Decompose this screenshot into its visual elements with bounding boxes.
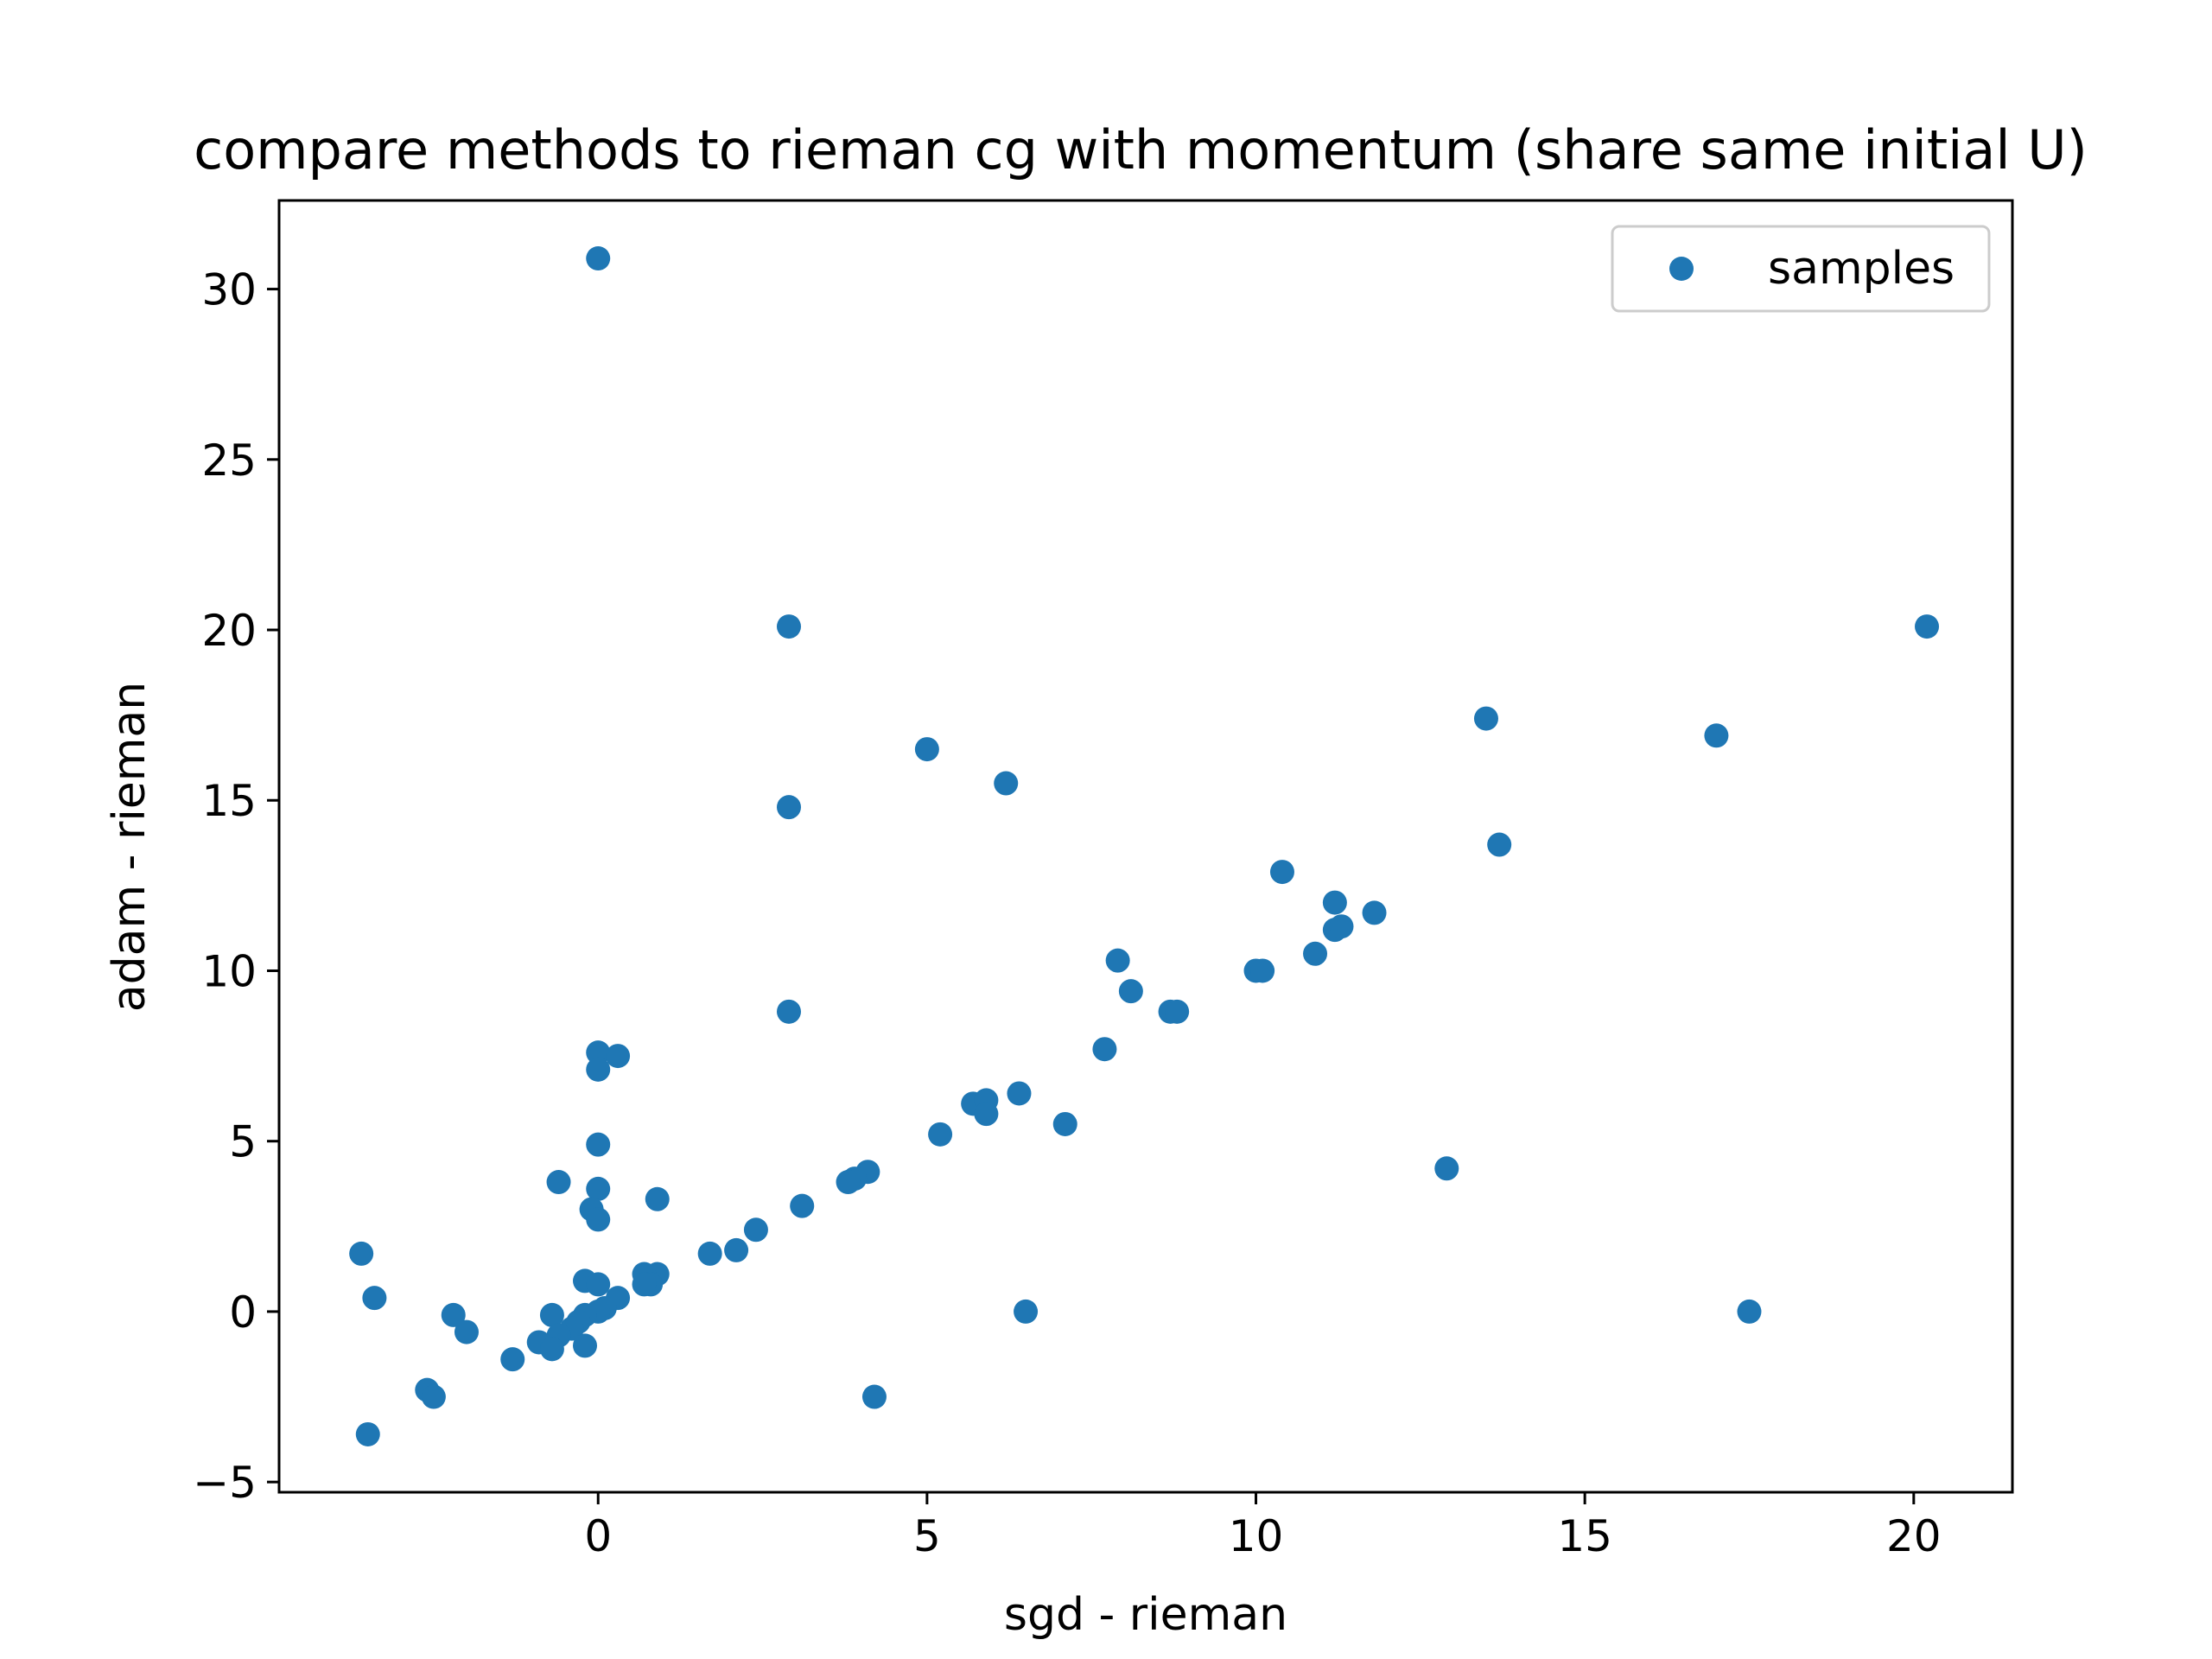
data-point (777, 614, 801, 639)
data-point (1007, 1081, 1032, 1106)
data-point (586, 1272, 611, 1297)
data-point (1052, 1111, 1077, 1136)
data-point (1303, 941, 1328, 966)
data-point (500, 1347, 525, 1372)
data-point (1165, 999, 1190, 1024)
x-tick-label: 20 (1886, 1511, 1942, 1561)
data-point (1014, 1299, 1039, 1324)
data-point (724, 1237, 749, 1262)
data-point (586, 1176, 611, 1201)
data-point (1362, 900, 1387, 925)
data-point (697, 1241, 722, 1266)
x-tick-label: 15 (1557, 1511, 1612, 1561)
data-point (539, 1302, 564, 1327)
data-point (1322, 890, 1347, 915)
y-tick-label: 0 (229, 1287, 257, 1338)
data-point (362, 1286, 387, 1311)
data-point (1434, 1156, 1459, 1181)
x-tick-label: 0 (584, 1511, 612, 1561)
y-axis: −5 0 5 10 15 20 25 30 (193, 265, 279, 1508)
y-tick-label: 25 (201, 435, 257, 486)
data-point (454, 1319, 479, 1344)
data-point (539, 1337, 564, 1362)
x-axis: 0 5 10 15 20 (584, 1492, 1942, 1561)
data-point (1092, 1037, 1117, 1062)
data-point (743, 1217, 768, 1243)
data-point (586, 1132, 611, 1157)
legend-box (1611, 225, 1991, 313)
data-point (861, 1384, 887, 1409)
data-point (1118, 979, 1143, 1004)
data-point (586, 1207, 611, 1232)
data-point (790, 1193, 815, 1218)
y-tick-label: 15 (201, 776, 257, 826)
data-point (355, 1421, 380, 1446)
y-tick-label: 5 (229, 1117, 257, 1167)
data-point (1704, 723, 1729, 748)
data-point (441, 1302, 466, 1327)
data-point (546, 1170, 571, 1195)
data-point (1915, 614, 1940, 639)
y-tick-label: −5 (193, 1458, 257, 1508)
data-point (606, 1044, 631, 1069)
data-point (914, 737, 939, 762)
data-point (586, 1057, 611, 1082)
data-point (994, 771, 1019, 796)
data-point (836, 1170, 861, 1195)
legend-label-samples: samples (1768, 243, 1955, 295)
data-point (632, 1272, 657, 1297)
data-point (1737, 1299, 1762, 1324)
x-tick-label: 10 (1229, 1511, 1284, 1561)
data-point (349, 1241, 374, 1266)
data-point (1269, 860, 1294, 885)
plot-area (277, 199, 2014, 1494)
scatter-series-samples (349, 246, 1940, 1446)
data-point (1473, 706, 1498, 731)
data-point (1487, 832, 1512, 857)
data-point (586, 1040, 611, 1065)
data-point (586, 246, 611, 271)
data-point (777, 999, 801, 1024)
data-point (928, 1122, 953, 1147)
plot-frame (277, 199, 2014, 1494)
data-point (573, 1333, 597, 1358)
y-tick-label: 30 (201, 265, 257, 315)
chart-title: compare methods to rieman cg with moment… (194, 118, 2088, 181)
data-point (974, 1102, 999, 1127)
legend: samples (1611, 225, 1991, 313)
data-point (1250, 958, 1275, 983)
data-point (645, 1186, 670, 1211)
data-point (777, 795, 801, 820)
x-tick-label: 5 (913, 1511, 941, 1561)
data-point (421, 1384, 446, 1409)
y-axis-label: adam - rieman (104, 682, 156, 1013)
data-point (1329, 914, 1354, 939)
x-axis-label: sgd - rieman (1004, 1589, 1287, 1641)
y-tick-label: 10 (201, 946, 257, 996)
legend-marker-samples (1669, 257, 1694, 281)
y-tick-label: 20 (201, 606, 257, 656)
data-point (1105, 948, 1130, 973)
